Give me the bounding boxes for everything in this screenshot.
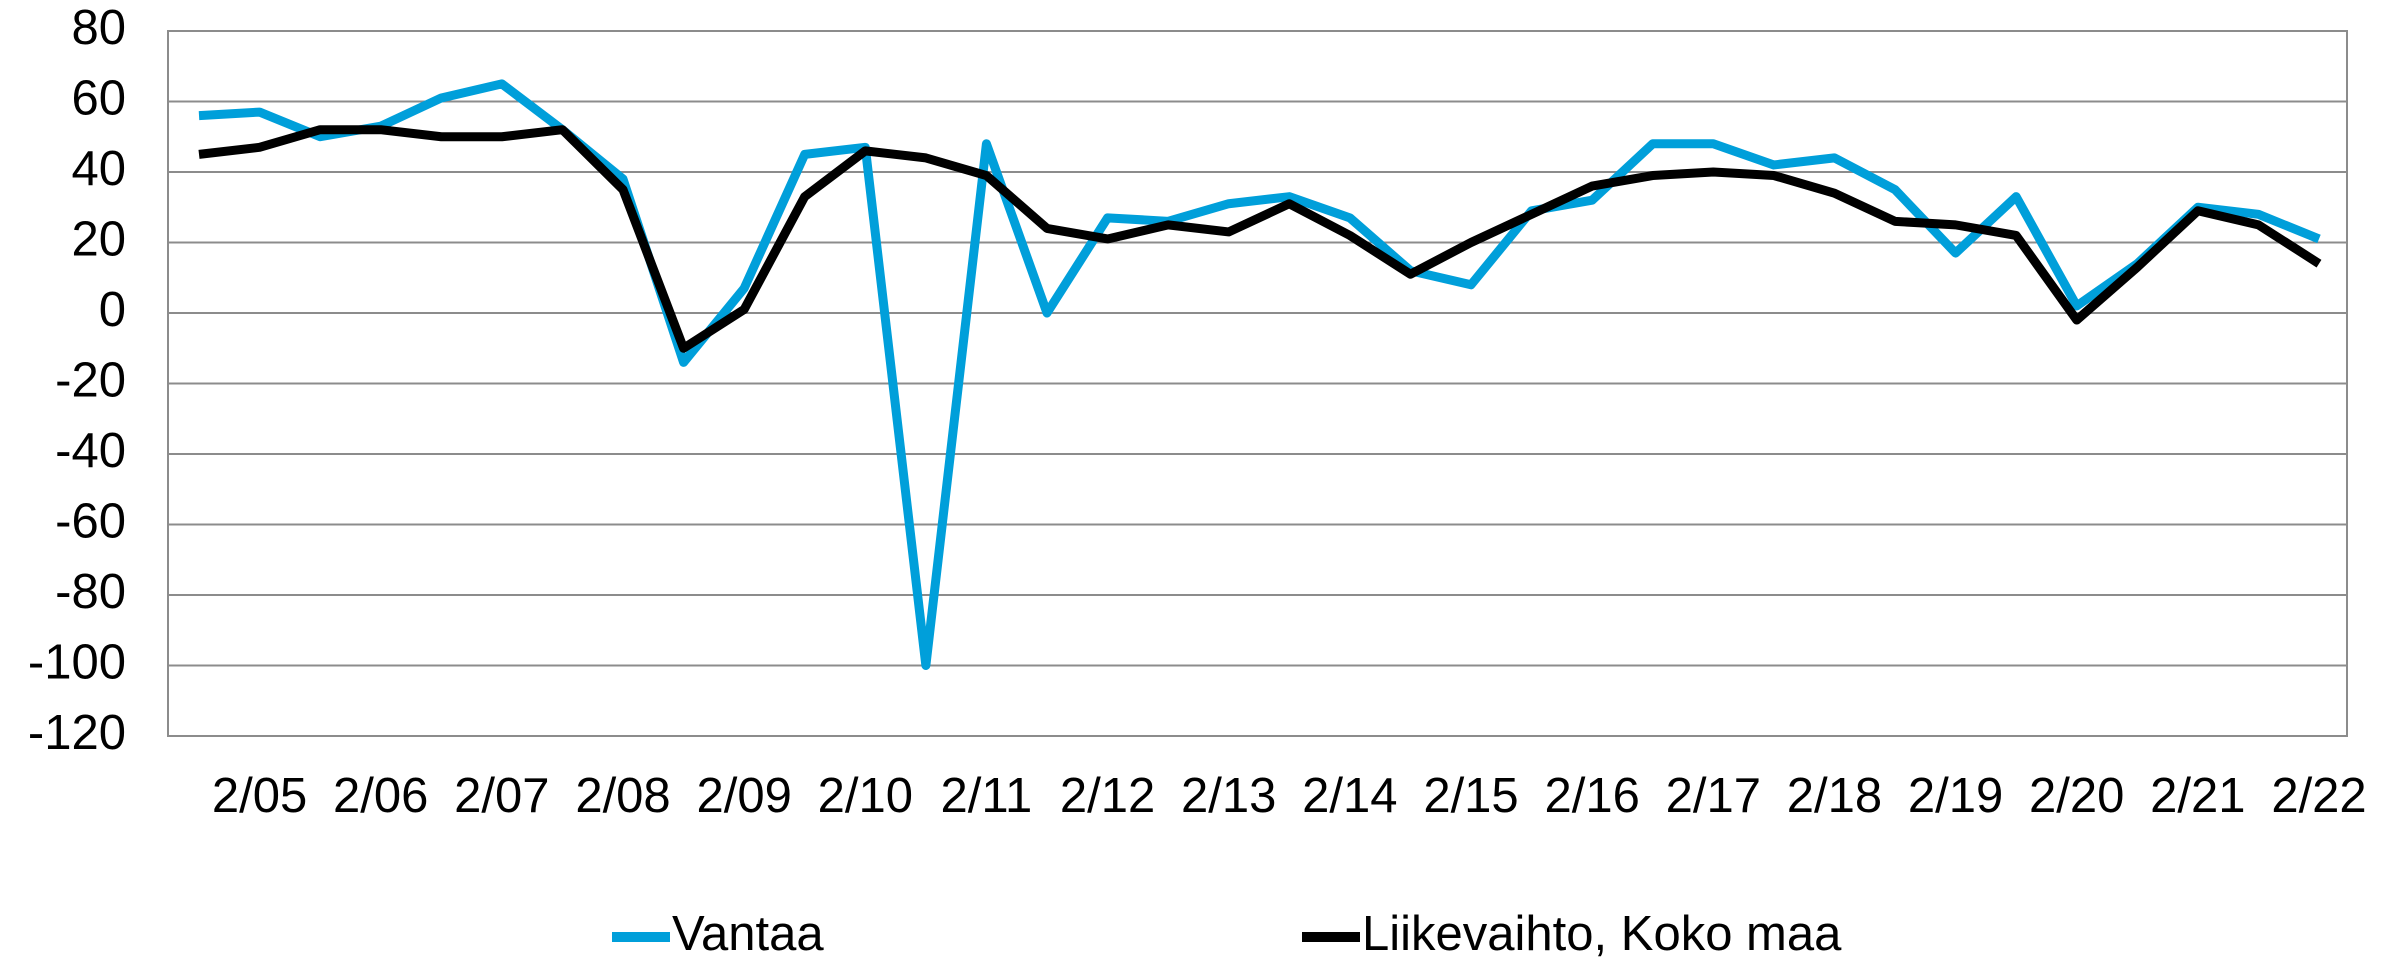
y-tick-label: -20 <box>55 353 126 407</box>
x-tick-label: 2/09 <box>696 769 791 823</box>
x-tick-label: 2/22 <box>2271 769 2366 823</box>
y-tick-label: 40 <box>71 142 126 196</box>
x-tick-label: 2/21 <box>2150 769 2245 823</box>
legend-label: Liikevaihto, Koko maa <box>1362 907 1842 961</box>
y-tick-label: 60 <box>71 71 126 125</box>
x-tick-label: 2/10 <box>818 769 913 823</box>
legend-label: Vantaa <box>672 907 824 961</box>
x-tick-label: 2/19 <box>1908 769 2003 823</box>
y-tick-label: -100 <box>28 635 126 689</box>
y-tick-label: 0 <box>99 283 126 337</box>
plot-border <box>167 30 2348 737</box>
y-tick-label: 80 <box>71 1 126 55</box>
x-tick-label: 2/14 <box>1302 769 1397 823</box>
x-tick-label: 2/08 <box>575 769 670 823</box>
y-tick-label: -80 <box>55 565 126 619</box>
y-tick-label: -120 <box>28 706 126 760</box>
x-tick-label: 2/07 <box>454 769 549 823</box>
x-tick-label: 2/13 <box>1181 769 1276 823</box>
x-tick-label: 2/18 <box>1787 769 1882 823</box>
y-tick-label: -60 <box>55 494 126 548</box>
x-tick-label: 2/12 <box>1060 769 1155 823</box>
x-tick-label: 2/16 <box>1544 769 1639 823</box>
y-tick-label: 20 <box>71 212 126 266</box>
x-tick-label: 2/11 <box>941 769 1033 823</box>
y-tick-label: -40 <box>55 424 126 478</box>
line-series <box>198 79 2321 670</box>
x-tick-label: 2/17 <box>1666 769 1761 823</box>
x-tick-label: 2/20 <box>2029 769 2124 823</box>
x-tick-label: 2/06 <box>333 769 428 823</box>
line-series <box>198 125 2322 353</box>
x-tick-label: 2/15 <box>1423 769 1518 823</box>
x-tick-label: 2/05 <box>212 769 307 823</box>
